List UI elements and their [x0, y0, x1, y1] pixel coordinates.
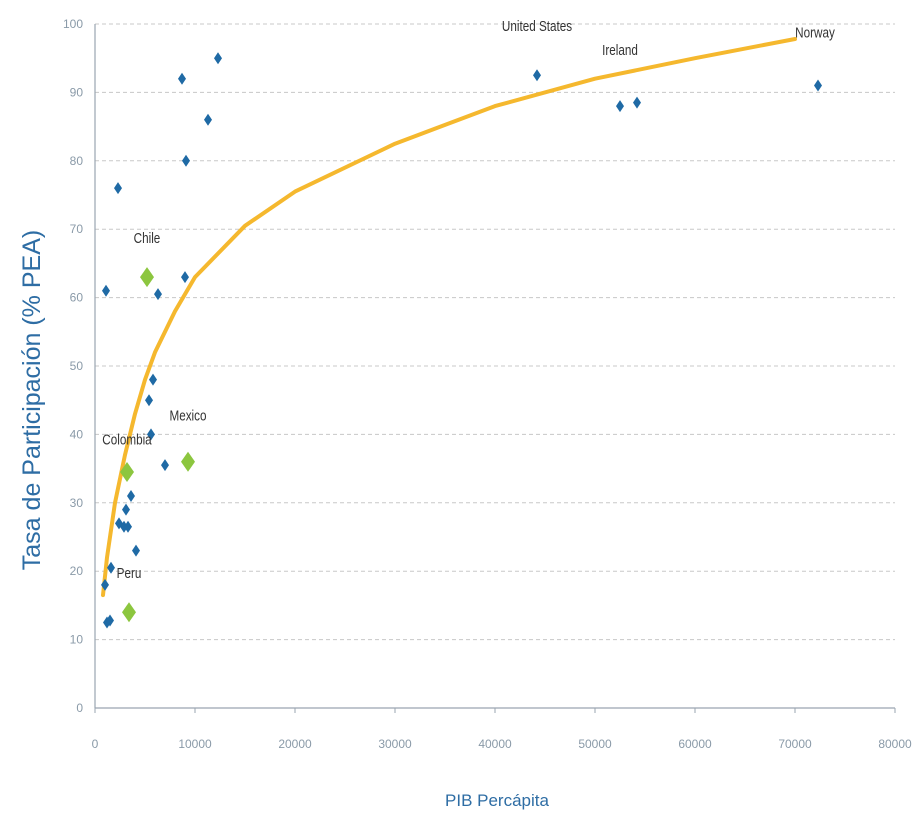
- data-point: [145, 394, 153, 407]
- highlight-point: [120, 462, 134, 483]
- y-tick-label: 90: [70, 85, 84, 99]
- data-point: [132, 544, 140, 557]
- y-tick-label: 10: [70, 633, 84, 647]
- point-annotation: Peru: [117, 565, 142, 582]
- data-point: [814, 79, 822, 92]
- x-tick-label: 20000: [278, 737, 312, 751]
- data-point: [214, 52, 222, 65]
- data-point: [101, 578, 109, 591]
- gridlines: [95, 23, 895, 641]
- highlight-point: [181, 451, 195, 472]
- data-point: [616, 100, 624, 113]
- data-point: [114, 182, 122, 195]
- data-point: [107, 561, 115, 574]
- y-tick-label: 30: [70, 496, 84, 510]
- x-axis-label: PIB Percápita: [445, 791, 549, 810]
- point-annotation: Mexico: [169, 407, 206, 424]
- data-point: [181, 271, 189, 284]
- y-tick-label: 80: [70, 154, 84, 168]
- x-tick-label: 60000: [678, 737, 712, 751]
- data-point: [102, 284, 110, 297]
- y-tick-label: 70: [70, 222, 84, 236]
- point-annotation: United States: [502, 17, 572, 34]
- x-tick-label: 50000: [578, 737, 612, 751]
- data-point: [122, 503, 130, 516]
- x-tick-label: 0: [92, 737, 99, 751]
- x-tick-label: 80000: [878, 737, 912, 751]
- data-point: [106, 614, 114, 627]
- point-annotation: Chile: [134, 229, 161, 246]
- data-point: [147, 428, 155, 441]
- y-tick-label: 40: [70, 427, 84, 441]
- trendline: [101, 37, 797, 598]
- y-tick-label: 20: [70, 564, 84, 578]
- data-point: [178, 72, 186, 85]
- data-points: [101, 52, 822, 629]
- data-point: [633, 96, 641, 109]
- data-point: [161, 459, 169, 472]
- data-point: [154, 288, 162, 301]
- y-tick-label: 100: [63, 17, 83, 31]
- axes: [94, 24, 896, 713]
- x-tick-label: 70000: [778, 737, 812, 751]
- data-point: [149, 373, 157, 386]
- trendline-layer: [101, 37, 797, 598]
- data-point: [533, 69, 541, 82]
- x-tick-label: 10000: [178, 737, 212, 751]
- data-point: [204, 113, 212, 126]
- point-annotation: Colombia: [102, 431, 152, 448]
- annotations: United States Ireland Norway Chile Colombia M…: [102, 17, 835, 581]
- highlight-point: [140, 267, 154, 288]
- tick-labels: 0 10 20 30 40 50 60 70 80 90 100 0 10000 20000 30000 40…: [63, 17, 912, 751]
- y-tick-label: 50: [70, 359, 84, 373]
- y-axis-label: Tasa de Participación (% PEA): [18, 230, 46, 570]
- data-point: [127, 489, 135, 502]
- highlight-point: [122, 602, 136, 623]
- y-tick-label: 60: [70, 291, 84, 305]
- data-point: [182, 154, 190, 167]
- x-tick-label: 40000: [478, 737, 512, 751]
- point-annotation: Norway: [795, 24, 835, 41]
- y-tick-label: 0: [76, 701, 83, 715]
- point-annotation: Ireland: [602, 41, 638, 58]
- data-point: [124, 520, 132, 533]
- x-tick-label: 30000: [378, 737, 412, 751]
